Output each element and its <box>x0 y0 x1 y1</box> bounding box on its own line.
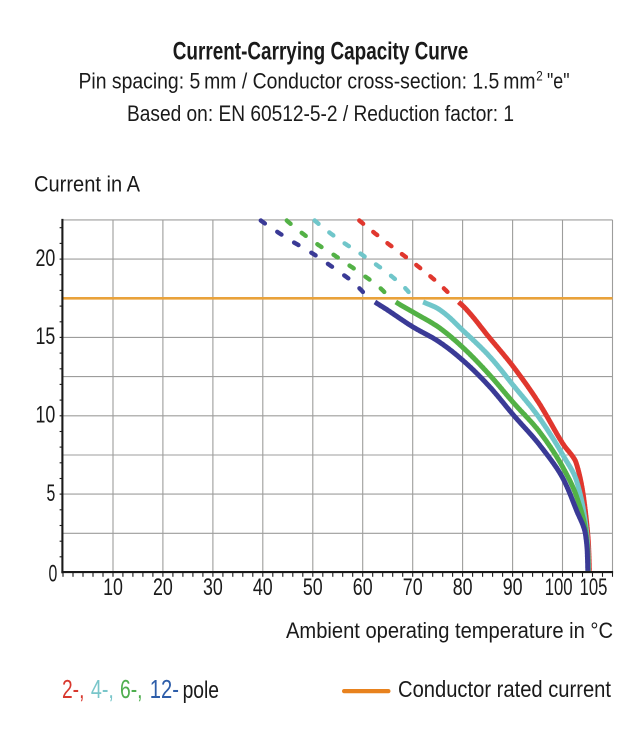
svg-text:Based on: EN 60512-5-2 / Reduc: Based on: EN 60512-5-2 / Reduction facto… <box>127 101 514 126</box>
svg-text:20: 20 <box>153 574 173 601</box>
svg-text:100: 100 <box>545 574 573 601</box>
svg-text:Conductor rated current: Conductor rated current <box>398 676 612 702</box>
svg-text:80: 80 <box>453 574 473 601</box>
svg-text:6-,: 6-, <box>120 676 143 704</box>
svg-text:60: 60 <box>353 574 373 601</box>
svg-text:30: 30 <box>203 574 223 601</box>
svg-text:Pin spacing: 5 mm / Conductor: Pin spacing: 5 mm / Conductor cross-sect… <box>79 69 536 94</box>
svg-text:70: 70 <box>403 574 423 601</box>
svg-text:pole: pole <box>183 677 219 704</box>
svg-text:Current in A: Current in A <box>34 172 140 197</box>
svg-text:40: 40 <box>253 574 273 601</box>
svg-text:105: 105 <box>580 574 608 601</box>
svg-text:5: 5 <box>47 480 56 507</box>
svg-text:90: 90 <box>503 574 523 601</box>
svg-text:"e": "e" <box>547 69 570 94</box>
svg-text:2: 2 <box>536 68 543 83</box>
svg-text:0: 0 <box>49 561 58 588</box>
svg-text:2-,: 2-, <box>62 676 84 704</box>
svg-text:10: 10 <box>103 574 123 601</box>
svg-text:50: 50 <box>303 574 323 601</box>
svg-text:4-,: 4-, <box>91 676 114 704</box>
svg-text:10: 10 <box>36 402 56 429</box>
svg-text:20: 20 <box>36 245 56 272</box>
svg-text:Current-Carrying Capacity Curv: Current-Carrying Capacity Curve <box>173 38 469 66</box>
svg-text:Ambient operating temperature: Ambient operating temperature in °C <box>286 618 613 643</box>
svg-text:12-: 12- <box>150 676 179 704</box>
svg-text:15: 15 <box>36 323 56 350</box>
